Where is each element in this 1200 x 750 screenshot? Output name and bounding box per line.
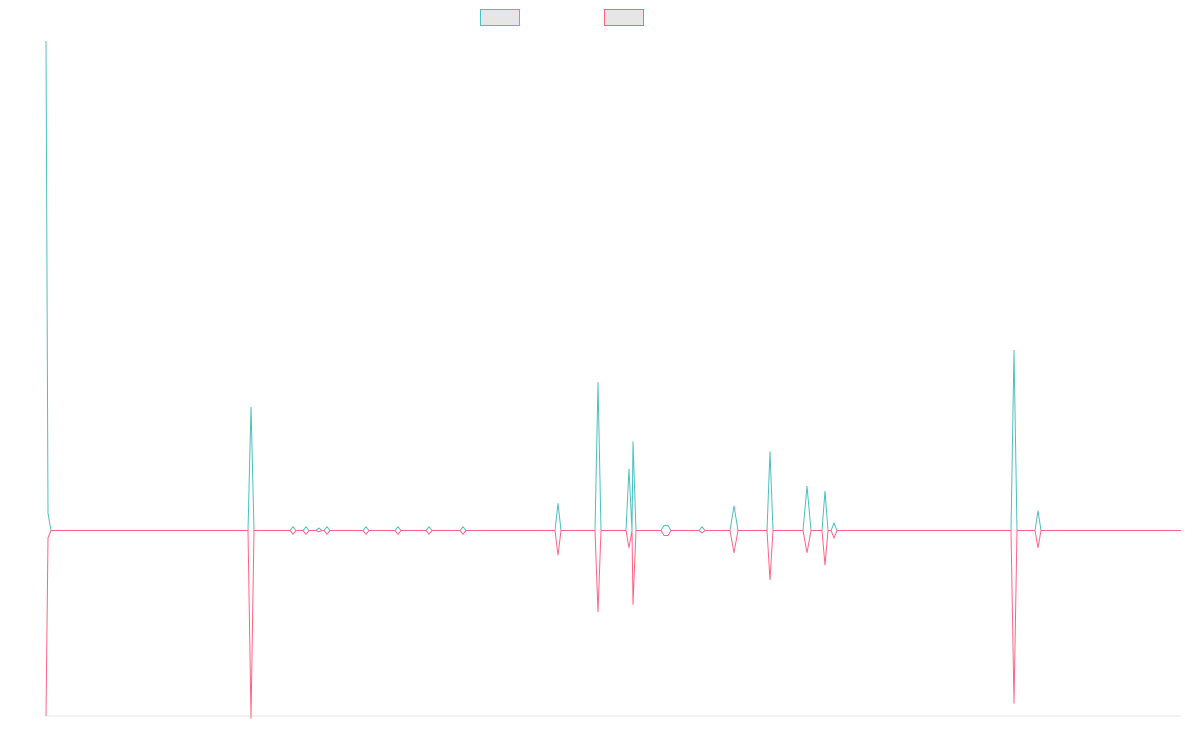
legend-swatch-series-2	[604, 9, 644, 26]
series-line-1	[45, 40, 1181, 532]
legend-swatch-series-1	[480, 9, 520, 26]
legend-item-series-2[interactable]	[604, 9, 644, 26]
series-layer	[45, 40, 1181, 719]
series-line-2	[45, 530, 1181, 719]
legend-item-series-1[interactable]	[480, 9, 520, 26]
legend	[0, 0, 1200, 30]
